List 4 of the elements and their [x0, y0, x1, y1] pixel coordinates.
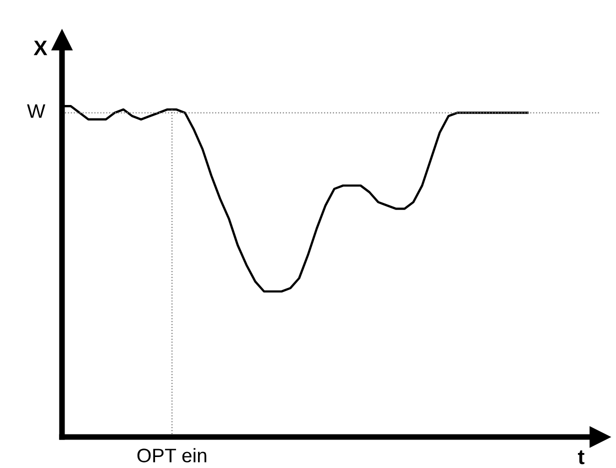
ref-line-label: W — [27, 104, 46, 118]
text: OPT ein — [137, 448, 206, 462]
x-axis-title: t — [578, 450, 584, 464]
y-axis-title: X — [34, 40, 48, 56]
